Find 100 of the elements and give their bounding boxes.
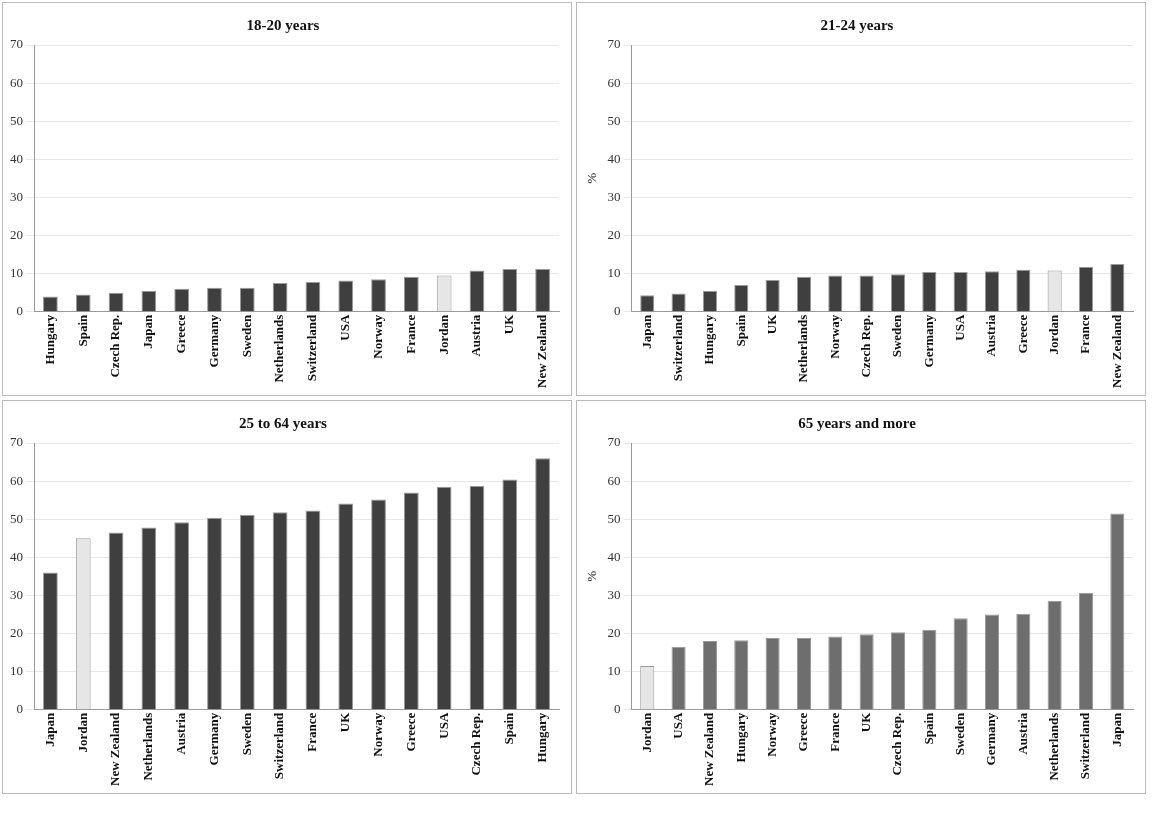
x-tick-label: Czech Rep. xyxy=(468,712,484,776)
x-tick-label: Germany xyxy=(205,314,221,368)
y-tick-label: 40 xyxy=(10,548,23,564)
x-tick-label: Spain xyxy=(74,313,90,347)
chart-title: 65 years and more xyxy=(798,414,917,431)
x-tick-label: Japan xyxy=(140,313,156,349)
x-tick-label: UK xyxy=(857,711,873,733)
y-tick-label: 0 xyxy=(16,303,23,319)
x-tick-label: Japan xyxy=(638,313,654,349)
y-tick-label: 10 xyxy=(607,265,621,281)
x-tick-label: Spain xyxy=(920,711,936,745)
y-tick-label: 40 xyxy=(607,548,621,564)
y-axis-title: % xyxy=(584,570,600,582)
x-tick-label: Spain xyxy=(732,313,748,347)
x-tick-label: Norway xyxy=(369,712,385,757)
y-tick-label: 20 xyxy=(607,226,621,242)
x-tick-label: Netherlands xyxy=(1046,712,1062,781)
x-tick-label: France xyxy=(402,314,418,354)
x-tick-label: UK xyxy=(763,313,779,335)
x-tick-label: Netherlands xyxy=(795,314,811,383)
x-tick-label: Jordan xyxy=(74,711,90,753)
x-tick-label: Greece xyxy=(795,712,811,752)
y-tick-label: 70 xyxy=(10,36,23,52)
x-tick-label: UK xyxy=(501,313,517,335)
y-axis-title: % xyxy=(584,172,600,184)
x-tick-label: USA xyxy=(337,314,353,341)
x-tick-label: Sweden xyxy=(889,313,905,358)
x-tick-label: Spain xyxy=(501,711,517,745)
x-tick-label: Switzerland xyxy=(669,313,685,382)
x-tick-label: USA xyxy=(669,712,685,739)
y-tick-label: 0 xyxy=(614,303,621,319)
x-tick-label: Czech Rep. xyxy=(889,712,905,776)
x-tick-label: Hungary xyxy=(732,712,748,763)
y-tick-label: 70 xyxy=(607,434,621,450)
x-tick-label: Greece xyxy=(173,314,189,354)
y-tick-label: 20 xyxy=(607,624,621,640)
x-tick-label: Netherlands xyxy=(271,314,287,383)
x-tick-label: Germany xyxy=(920,314,936,368)
y-tick-label: 0 xyxy=(614,701,621,717)
x-tick-label: Austria xyxy=(468,314,484,357)
x-tick-label: Japan xyxy=(41,711,57,747)
y-tick-label: 20 xyxy=(10,624,23,640)
x-tick-label: Norway xyxy=(826,314,842,359)
x-tick-label: France xyxy=(1077,314,1093,354)
y-tick-label: 50 xyxy=(607,112,621,128)
x-tick-label: UK xyxy=(337,711,353,733)
y-tick-label: 30 xyxy=(10,586,23,602)
x-tick-label: Austria xyxy=(173,712,189,755)
y-tick-label: 30 xyxy=(10,188,23,204)
x-tick-label: Hungary xyxy=(41,314,57,365)
x-tick-label: Austria xyxy=(1014,712,1030,755)
y-tick-label: 40 xyxy=(607,150,621,166)
x-tick-label: Norway xyxy=(763,712,779,757)
x-tick-label: Netherlands xyxy=(140,712,156,781)
y-tick-label: 60 xyxy=(10,74,23,90)
y-tick-label: 0 xyxy=(16,701,23,717)
y-tick-label: 10 xyxy=(10,265,23,281)
x-tick-label: Switzerland xyxy=(271,711,287,780)
x-tick-label: Germany xyxy=(983,712,999,766)
x-tick-label: Czech Rep. xyxy=(107,314,123,378)
x-tick-label: New Zealand xyxy=(533,313,549,388)
x-tick-label: New Zealand xyxy=(701,711,717,786)
x-tick-label: Greece xyxy=(1014,314,1030,354)
x-tick-label: Hungary xyxy=(701,314,717,365)
x-tick-label: Germany xyxy=(205,712,221,766)
chart-title: 25 to 64 years xyxy=(239,414,328,431)
y-tick-label: 30 xyxy=(607,586,621,602)
x-tick-label: Switzerland xyxy=(1077,711,1093,780)
x-tick-label: USA xyxy=(435,712,451,739)
x-tick-label: USA xyxy=(952,314,967,341)
x-tick-label: Switzerland xyxy=(304,313,320,382)
x-tick-label: Jordan xyxy=(435,313,451,355)
y-tick-label: 10 xyxy=(607,663,621,679)
x-tick-label: Norway xyxy=(369,314,385,359)
y-tick-label: 30 xyxy=(607,188,621,204)
y-tick-label: 60 xyxy=(607,472,621,488)
y-tick-label: 60 xyxy=(10,472,23,488)
x-tick-label: France xyxy=(304,712,320,752)
x-tick-label: France xyxy=(826,712,842,752)
y-tick-label: 50 xyxy=(607,510,621,526)
y-tick-label: 40 xyxy=(10,150,23,166)
y-tick-label: 70 xyxy=(10,434,23,450)
x-tick-label: Hungary xyxy=(533,712,549,763)
x-tick-label: Sweden xyxy=(238,711,254,756)
x-tick-label: Czech Rep. xyxy=(857,314,873,378)
x-tick-label: New Zealand xyxy=(1108,313,1124,388)
y-tick-label: 50 xyxy=(10,112,23,128)
x-tick-label: Sweden xyxy=(952,711,967,756)
y-tick-label: 20 xyxy=(10,226,23,242)
x-tick-label: Jordan xyxy=(1046,313,1062,355)
y-tick-label: 60 xyxy=(607,74,621,90)
x-tick-label: Austria xyxy=(983,314,999,357)
x-tick-label: New Zealand xyxy=(107,711,123,786)
x-tick-label: Greece xyxy=(402,712,418,752)
x-tick-label: Japan xyxy=(1108,711,1124,747)
y-tick-label: 10 xyxy=(10,663,23,679)
chart-title: 18-20 years xyxy=(246,16,320,33)
y-tick-label: 70 xyxy=(607,36,621,52)
y-tick-label: 50 xyxy=(10,510,23,526)
chart-title: 21-24 years xyxy=(820,16,894,33)
